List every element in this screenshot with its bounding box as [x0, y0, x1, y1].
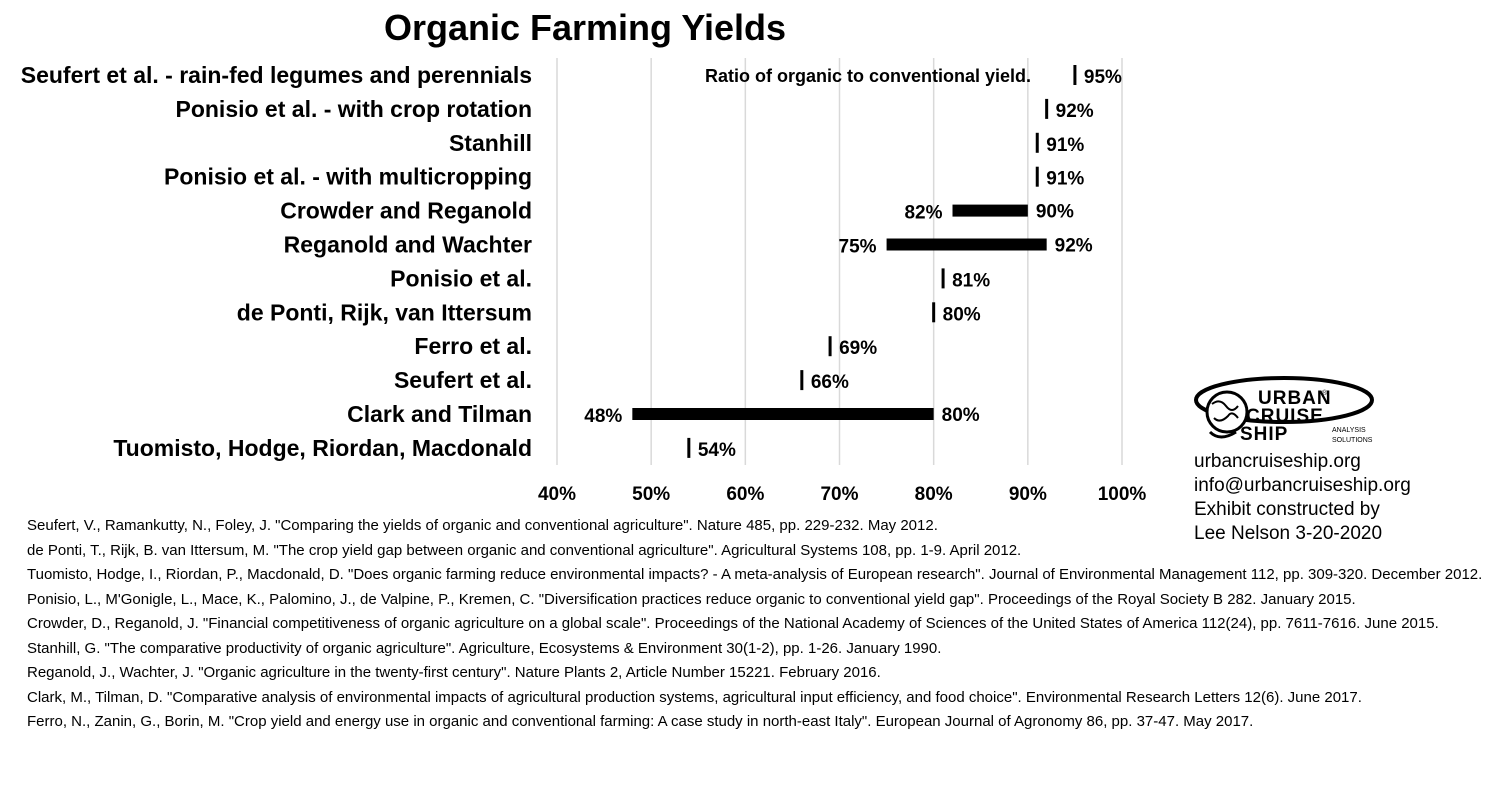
range-bar: [632, 408, 934, 420]
chart-title: Organic Farming Yields: [384, 7, 786, 48]
category-label: Clark and Tilman: [347, 401, 532, 427]
category-labels: Seufert et al. - rain-fed legumes and pe…: [21, 62, 532, 461]
reference-item: Tuomisto, Hodge, I., Riordan, P., Macdon…: [27, 566, 1483, 583]
company-logo: URBAN ® CRUISE SHIP ANALYSIS SOLUTIONS: [1194, 376, 1374, 445]
category-label: Ferro et al.: [414, 333, 532, 359]
logo-line3: SHIP: [1240, 424, 1288, 445]
x-tick-label: 40%: [538, 484, 576, 505]
range-marks: 95% 92% 91% 91% 82% 90% 75% 92% 81% 80% 69% 66% 48% 8…: [584, 65, 1122, 461]
high-value-label: 80%: [942, 405, 980, 426]
website-text: urbancruiseship.org: [1194, 451, 1361, 472]
reference-item: Ferro, N., Zanin, G., Borin, M. "Crop yi…: [27, 713, 1254, 730]
value-label: 81%: [952, 270, 990, 291]
category-label: Reganold and Wachter: [284, 232, 532, 258]
value-label: 91%: [1046, 135, 1084, 156]
logo-tag1: ANALYSIS: [1332, 427, 1366, 434]
references-list: Seufert, V., Ramankutty, N., Foley, J. "…: [27, 514, 1497, 735]
low-value-label: 75%: [839, 237, 877, 258]
x-tick-label: 90%: [1009, 484, 1047, 505]
low-value-label: 48%: [584, 406, 622, 427]
email-text: info@urbancruiseship.org: [1194, 475, 1411, 496]
value-label: 80%: [943, 304, 981, 325]
logo-tag2: SOLUTIONS: [1332, 437, 1373, 444]
category-label: Ponisio et al. - with crop rotation: [175, 96, 532, 122]
reference-item: de Ponti, T., Rijk, B. van Ittersum, M. …: [27, 541, 1022, 559]
value-label: 92%: [1056, 101, 1094, 122]
category-label: Tuomisto, Hodge, Riordan, Macdonald: [113, 435, 532, 461]
logo-line2: CRUISE: [1246, 406, 1324, 427]
reference-item: Clark, M., Tilman, D. "Comparative analy…: [27, 688, 1362, 706]
contact-block: urbancruiseship.org info@urbancruiseship…: [1194, 450, 1494, 546]
value-label: 95%: [1084, 67, 1122, 88]
x-tick-label: 80%: [915, 484, 953, 505]
range-bar: [886, 238, 1047, 251]
category-label: Seufert et al.: [394, 367, 532, 393]
high-value-label: 92%: [1055, 236, 1093, 257]
category-label: Ponisio et al. - with multicropping: [164, 164, 532, 190]
category-label: de Ponti, Rijk, van Ittersum: [237, 299, 532, 325]
category-label: Crowder and Reganold: [280, 198, 532, 224]
value-label: 54%: [698, 440, 736, 461]
reference-item: Stanhill, G. "The comparative productivi…: [27, 639, 942, 657]
grid-lines: [556, 58, 1123, 465]
x-tick-label: 100%: [1098, 484, 1147, 505]
range-bar: [952, 204, 1028, 217]
chart: Organic Farming Yields Seufert et al. - …: [21, 7, 1374, 505]
credit-line-1: Exhibit constructed by: [1194, 499, 1380, 520]
credit-line-2: Lee Nelson 3-20-2020: [1194, 523, 1383, 544]
value-label: 69%: [839, 338, 877, 359]
globe-ship-logo-icon: [1194, 376, 1374, 439]
x-tick-label: 50%: [632, 484, 670, 505]
reference-item: Crowder, D., Reganold, J. "Financial com…: [27, 615, 1439, 632]
x-tick-labels: 40% 50% 60% 70% 80% 90% 100%: [538, 484, 1146, 505]
reference-item: Seufert, V., Ramankutty, N., Foley, J. "…: [27, 517, 938, 534]
category-label: Seufert et al. - rain-fed legumes and pe…: [21, 62, 532, 88]
value-label: 66%: [811, 372, 849, 393]
logo-line1: URBAN: [1258, 388, 1332, 409]
low-value-label: 82%: [904, 203, 942, 224]
x-tick-label: 70%: [820, 484, 858, 505]
category-label: Stanhill: [449, 130, 532, 156]
logo-registered-mark: ®: [1322, 389, 1328, 397]
x-tick-label: 60%: [726, 484, 764, 505]
reference-item: Reganold, J., Wachter, J. "Organic agric…: [27, 664, 881, 681]
high-value-label: 90%: [1036, 202, 1074, 223]
category-label: Ponisio et al.: [390, 265, 532, 291]
chart-subtitle: Ratio of organic to conventional yield.: [705, 66, 1031, 86]
value-label: 91%: [1046, 169, 1084, 190]
reference-item: Ponisio, L., M'Gonigle, L., Mace, K., Pa…: [27, 590, 1356, 608]
